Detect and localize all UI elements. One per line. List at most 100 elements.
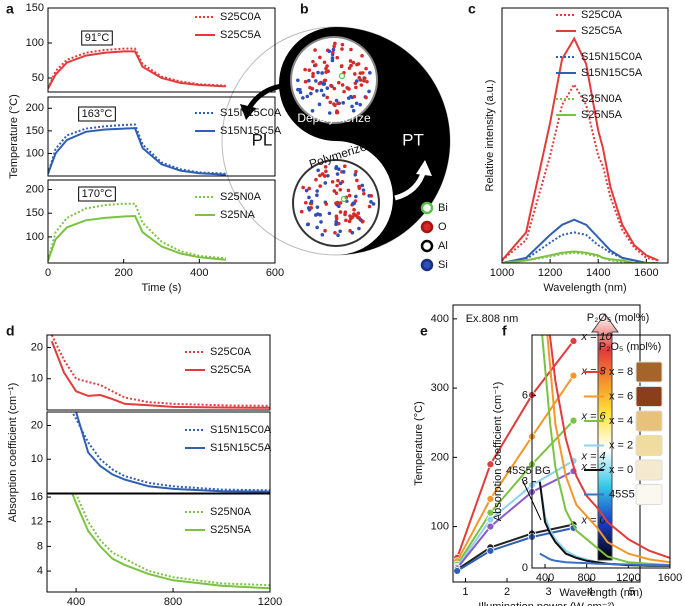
colorbar	[591, 313, 619, 561]
series-line	[74, 494, 270, 587]
atom	[359, 83, 364, 87]
legend-marker	[420, 258, 434, 272]
atom	[330, 179, 335, 184]
atom	[317, 102, 322, 107]
annotation: 170°C	[82, 188, 113, 200]
series-group	[48, 47, 226, 89]
glass-swatch	[635, 361, 663, 383]
atom	[328, 100, 333, 105]
x-tick-label: 1200	[616, 572, 640, 584]
x-axis-label: Wavelength (nm)	[543, 282, 626, 294]
atom	[335, 110, 340, 115]
panel-label: c	[468, 1, 476, 17]
point	[486, 494, 495, 503]
annotation-box	[78, 106, 116, 122]
atom	[349, 215, 354, 220]
atom	[314, 213, 318, 217]
atom	[334, 222, 338, 227]
y-tick-label: 4	[37, 565, 43, 577]
atom	[356, 62, 361, 66]
series-line	[456, 459, 575, 568]
y-tick-label: 200	[26, 102, 44, 114]
atom	[352, 207, 356, 212]
point	[453, 567, 462, 575]
panel-label: a	[6, 1, 14, 17]
legend-label: x = 2	[609, 439, 633, 451]
y-tick-label: 400	[431, 313, 449, 325]
atom	[306, 206, 311, 210]
annotation: 91°C	[85, 32, 110, 44]
atom	[309, 206, 314, 210]
atom	[314, 63, 318, 67]
legend-label: S25C5A	[220, 29, 262, 41]
legend-label: S25C5A	[581, 25, 623, 37]
atom	[327, 111, 332, 115]
atom-bi	[338, 72, 346, 80]
legend-marker	[420, 201, 434, 215]
chart: 4812164008001200Wavelength (nm)S25N0AS25…	[31, 491, 282, 606]
legend-label: S15N15C5A	[581, 67, 643, 79]
atom	[360, 54, 364, 58]
atom	[340, 83, 345, 87]
atom	[336, 178, 340, 183]
series-line	[71, 494, 270, 590]
y-tick-label: 8	[37, 540, 43, 552]
series-line	[48, 127, 226, 176]
atom	[347, 219, 352, 224]
x-axis-label: Time (s)	[142, 282, 182, 294]
atom	[334, 165, 339, 169]
atom	[296, 78, 300, 83]
atom	[311, 74, 315, 79]
y-tick-label: 100	[26, 37, 44, 49]
atom	[333, 230, 337, 235]
atom	[321, 93, 326, 97]
atom	[356, 211, 361, 216]
x-tick-label: 1000	[490, 267, 514, 279]
atom	[340, 47, 344, 51]
atom	[310, 86, 315, 91]
x-tick-label: 2	[504, 586, 510, 598]
series-label: 45S5 BG	[506, 465, 551, 477]
atom	[354, 194, 358, 199]
atom	[343, 210, 348, 214]
y-tick-label: 300	[431, 382, 449, 394]
legend-label: Bi	[438, 202, 448, 214]
atom	[331, 50, 335, 55]
x-tick-label: 1600	[634, 267, 658, 279]
legend-label: Al	[438, 240, 448, 252]
atom	[322, 82, 327, 86]
x-axis-label: Illumination power (W cm⁻²)	[478, 601, 615, 606]
x-tick-label: 1200	[258, 596, 282, 606]
atom	[346, 96, 351, 100]
atom	[330, 56, 335, 60]
glass-swatch	[635, 410, 663, 432]
y-tick-label: 150	[26, 207, 44, 219]
y-tick-label: 200	[26, 183, 44, 195]
atom	[353, 172, 358, 177]
legend-label: S25C0A	[210, 346, 252, 358]
panel-label: e	[420, 323, 428, 339]
series-label: x = 6	[581, 411, 607, 423]
series-group	[48, 123, 226, 176]
atom	[326, 173, 330, 178]
atom	[315, 205, 320, 209]
glass-swatch	[635, 459, 663, 481]
series-group	[502, 36, 659, 263]
plot-frame	[46, 334, 271, 411]
chart: f 0 3 6 400 800 1200 1600 Wavelength (nm) Absorpt…	[492, 323, 682, 599]
y-tick-label: 12	[31, 516, 43, 528]
atom	[307, 186, 312, 191]
x-tick-label: 3	[546, 586, 552, 598]
panel-label: b	[300, 1, 309, 17]
atom	[353, 72, 357, 76]
series-line	[539, 552, 670, 567]
atom	[301, 185, 305, 190]
y-axis-label: Relative intensity (a.u.)	[484, 80, 496, 192]
pl-label: PL	[252, 130, 273, 149]
panel-label: d	[6, 323, 15, 339]
series-line	[456, 375, 575, 562]
atom-legend: Bi O Al Si	[420, 201, 448, 272]
